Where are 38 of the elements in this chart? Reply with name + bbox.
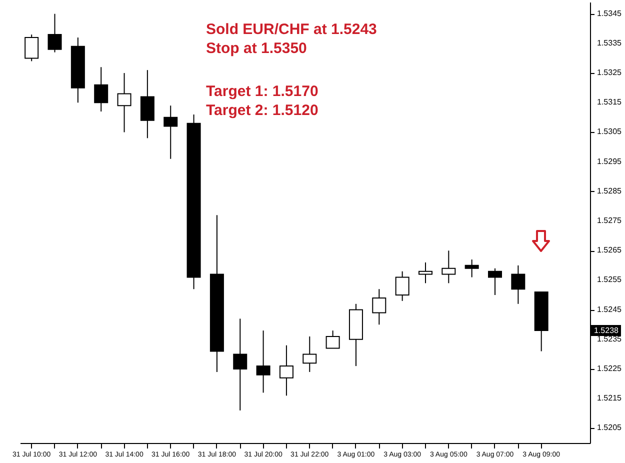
y-tick-label: 1.5245 [597,304,622,314]
y-tick-label: 1.5255 [597,275,622,284]
candlestick [94,66,108,112]
candlestick [418,262,432,284]
candlestick [464,258,479,278]
candlestick [442,250,456,284]
y-tick-label: 1.5325 [597,68,622,78]
annotation: Target 1: 1.5170 [206,83,318,100]
candlestick [511,264,526,304]
candlestick [372,288,386,326]
candlestick [117,72,132,133]
candlestick [233,318,248,411]
candlestick [164,105,178,160]
annotation: Target 2: 1.5120 [206,102,318,119]
y-tick-label: 1.5225 [597,364,622,374]
candlestick [395,270,410,302]
candlestick [256,330,270,394]
y-tick-label: 1.5315 [597,98,622,107]
annotation: Stop at 1.5350 [206,40,307,57]
y-tick-label: 1.5295 [597,156,622,166]
candlestick [140,70,154,139]
annotation: Sold EUR/CHF at 1.5243 [206,21,377,38]
candlestick [488,268,502,296]
y-tick-label: 1.5345 [597,8,622,18]
y-tick-label: 1.5265 [597,246,622,255]
y-tick-label: 1.5215 [597,394,622,403]
candlestick [326,330,340,349]
y-tick-label: 1.5305 [597,127,622,136]
candlestick [48,13,62,53]
y-tick-label: 1.5285 [597,186,622,196]
candlestick [279,344,294,396]
candlestick [24,34,39,62]
text: 1.5238 [591,325,622,336]
y-tick-label: 1.5335 [597,38,622,48]
y-tick-label: 1.5235 [597,334,622,344]
y-tick-label: 1.5205 [597,423,622,432]
y-tick-label: 1.5275 [597,216,622,226]
candlestick [302,336,317,372]
